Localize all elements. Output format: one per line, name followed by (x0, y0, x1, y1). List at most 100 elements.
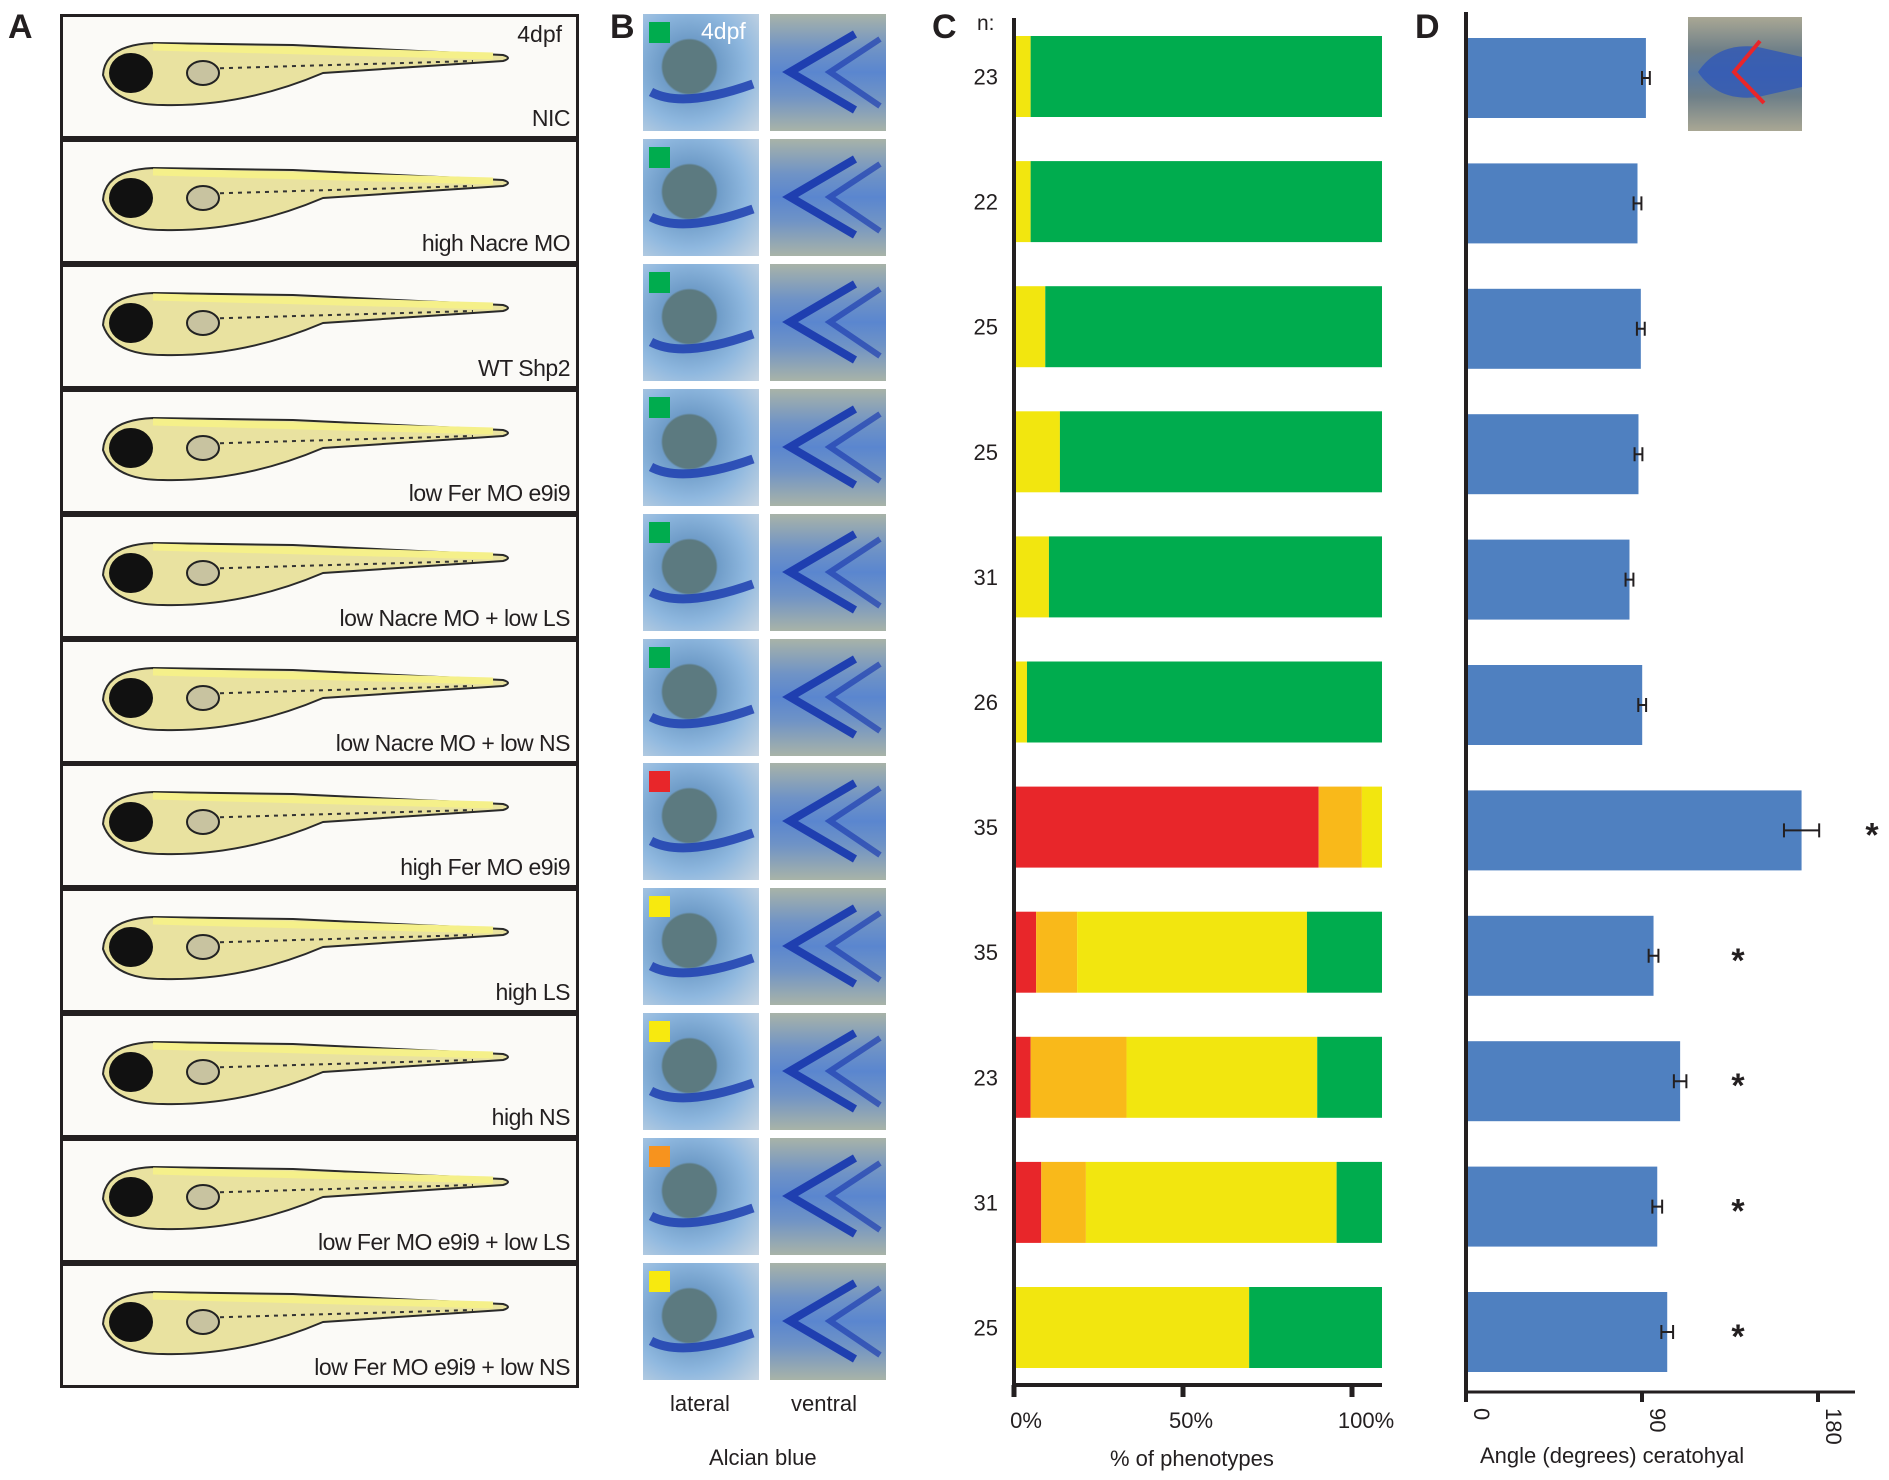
zebrafish-larva-icon (101, 916, 509, 981)
angle-bar (1468, 414, 1639, 495)
condition-label: low Nacre MO + low NS (335, 729, 571, 756)
stacked-bar-segment (1048, 536, 1382, 618)
phenotype-color-square (649, 1271, 670, 1292)
stacked-bar-segment (1045, 286, 1382, 368)
stacked-bar-segment (1016, 661, 1027, 743)
significance-asterisk: * (1731, 942, 1745, 980)
lateral-head-image (643, 1138, 759, 1256)
larva-image: low Nacre MO + low LS (60, 513, 579, 639)
ventral-cartilage-icon (782, 655, 882, 738)
lateral-head-image (643, 1013, 759, 1131)
stacked-bar-segment (1306, 911, 1382, 993)
stacked-bar-segment (1026, 661, 1382, 743)
ventral-cartilage-icon (782, 779, 882, 863)
c-x-tick-label: 0% (1010, 1408, 1042, 1433)
condition-label: high NS (491, 1104, 571, 1131)
zebrafish-larva-icon (101, 166, 509, 231)
n-label: 31 (974, 1190, 998, 1215)
ventral-head-image (770, 14, 886, 131)
error-bar (1637, 698, 1648, 712)
ventral-label: ventral (791, 1391, 858, 1416)
ventral-head-image (770, 138, 886, 256)
lateral-head-image: 4dpf (643, 14, 759, 131)
condition-label: low Fer MO e9i9 + low NS (314, 1354, 570, 1380)
lateral-head-image (643, 1263, 759, 1380)
ventral-cartilage-icon (782, 1154, 882, 1238)
panel-label-d: D (1415, 8, 1440, 46)
stacked-bar-segment (1016, 36, 1031, 117)
phenotype-color-square (649, 396, 670, 418)
stacked-bar-segment (1036, 911, 1078, 993)
n-label: 31 (974, 565, 998, 590)
angle-bar (1468, 1041, 1681, 1122)
phenotype-color-square (649, 22, 670, 43)
ventral-head-image (770, 1263, 886, 1380)
lateral-cartilage-icon (648, 1328, 755, 1353)
ventral-head-image (770, 1138, 886, 1256)
error-bar (1635, 321, 1646, 336)
phenotype-color-square (649, 1021, 670, 1043)
panel-label-b: B (610, 8, 635, 46)
stacked-bar-segment (1016, 286, 1046, 368)
alcian-blue-label: Alcian blue (709, 1445, 817, 1470)
ventral-head-image (770, 513, 886, 631)
larva-image: low Nacre MO + low NS (60, 638, 579, 764)
c-x-tick-label: 100% (1338, 1408, 1394, 1433)
lateral-cartilage-icon (648, 454, 755, 478)
n-label: 23 (974, 1065, 998, 1090)
ventral-cartilage-icon (782, 405, 882, 489)
zebrafish-larva-icon (101, 1290, 509, 1356)
stage-label: 4dpf (517, 21, 562, 47)
ventral-head-image (770, 388, 886, 506)
ceratohyal-angle-inset (1688, 17, 1802, 131)
error-bar (1624, 572, 1635, 587)
n-label: 35 (974, 940, 998, 965)
error-bar (1632, 196, 1643, 211)
angle-bar (1468, 1166, 1658, 1247)
condition-label: low Nacre MO + low LS (339, 604, 571, 631)
stacked-bar-segment (1016, 1287, 1250, 1368)
larva-image: 4dpf NIC (60, 14, 579, 139)
angle-bar (1468, 665, 1643, 745)
stage-label: 4dpf (701, 18, 746, 44)
error-bar (1782, 823, 1821, 838)
zebrafish-larva-icon (101, 791, 509, 856)
lateral-cartilage-icon (648, 829, 755, 853)
zebrafish-larva-icon (101, 291, 509, 356)
error-bar (1647, 948, 1660, 963)
condition-label: NIC (531, 105, 571, 131)
lateral-cartilage-icon (648, 954, 755, 978)
zebrafish-larva-icon (101, 1041, 509, 1106)
angle-bar (1468, 915, 1654, 996)
stacked-bar-segment (1077, 911, 1307, 993)
c-x-tick-label: 50% (1169, 1408, 1213, 1433)
zebrafish-larva-icon (101, 416, 509, 481)
angle-bar (1468, 163, 1638, 244)
ventral-head-image (770, 888, 886, 1006)
zebrafish-larva-icon (101, 541, 509, 606)
stacked-bar-segment (1126, 1036, 1318, 1118)
condition-label: WT Shp2 (478, 354, 570, 381)
ventral-head-image (770, 638, 886, 756)
larva-image: low Fer MO e9i9 + low LS (60, 1138, 579, 1264)
lateral-cartilage-icon (648, 704, 755, 728)
lateral-label: lateral (670, 1391, 730, 1416)
zebrafish-larva-icon (101, 666, 509, 731)
stacked-bar-segment (1317, 1036, 1382, 1118)
panel-label-a: A (8, 8, 33, 46)
lateral-cartilage-icon (648, 204, 755, 229)
condition-label: low Fer MO e9i9 + low LS (318, 1229, 570, 1256)
significance-asterisk: * (1731, 1067, 1745, 1105)
ventral-head-image (770, 263, 886, 381)
larva-image: high Fer MO e9i9 (60, 763, 579, 889)
stacked-bar-segment (1016, 911, 1037, 993)
condition-label: low Fer MO e9i9 (408, 479, 571, 506)
larva-image: WT Shp2 (60, 263, 579, 389)
n-label: 22 (974, 190, 998, 215)
panel-label-c: C (932, 8, 957, 46)
phenotype-color-square (649, 521, 670, 543)
stacked-bar-segment (1041, 1161, 1086, 1243)
ventral-head-image (770, 763, 886, 881)
